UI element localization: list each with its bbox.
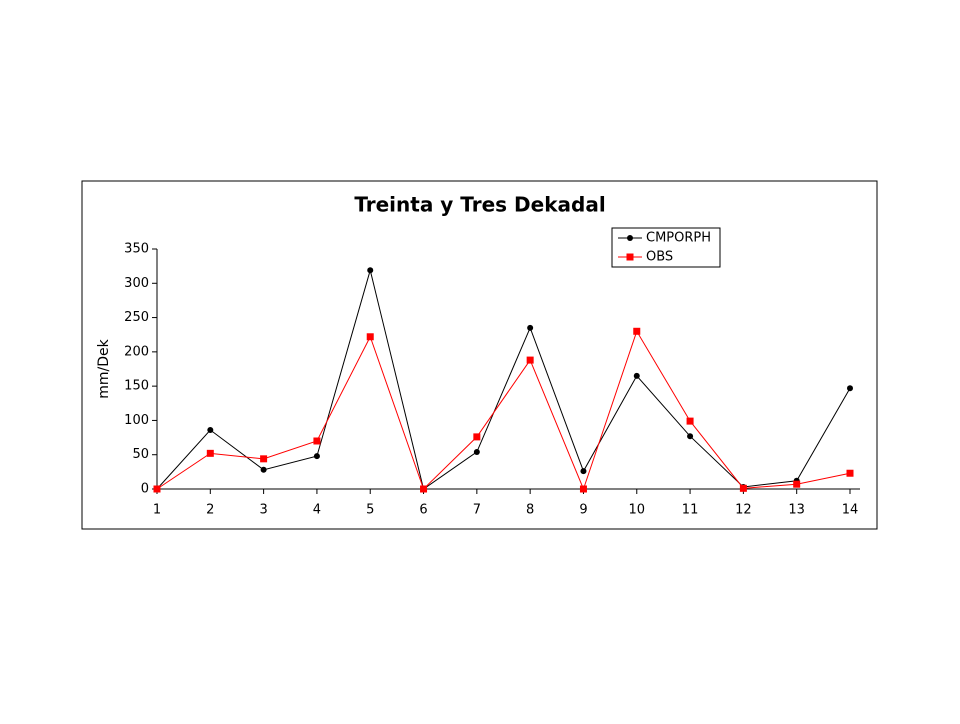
data-point	[367, 267, 374, 274]
data-point	[420, 485, 428, 493]
data-point	[260, 455, 268, 463]
series-line	[156, 330, 851, 491]
data-point	[313, 437, 321, 445]
data-point	[206, 449, 214, 457]
data-point	[313, 453, 320, 460]
data-point	[580, 468, 587, 475]
data-point	[739, 484, 747, 492]
x-tick-label: 14	[842, 503, 859, 518]
y-tick-label: 100	[124, 413, 149, 428]
data-point	[579, 485, 587, 493]
x-tick-label: 8	[526, 503, 534, 518]
y-tick-label: 300	[124, 276, 149, 291]
legend-label: OBS	[646, 250, 673, 265]
data-point	[687, 433, 694, 440]
data-point	[686, 417, 694, 425]
x-tick-label: 4	[313, 503, 321, 518]
x-tick-label: 10	[628, 503, 645, 518]
x-tick-label: 2	[206, 503, 214, 518]
data-point	[526, 356, 534, 364]
y-tick-label: 50	[132, 447, 149, 462]
legend-marker	[626, 253, 634, 261]
x-tick-label: 6	[419, 503, 427, 518]
data-point	[473, 433, 481, 441]
x-tick-label: 12	[735, 503, 752, 518]
data-point	[793, 480, 801, 488]
x-tick-label: 11	[682, 503, 699, 518]
data-point	[846, 469, 854, 477]
legend-label: CMPORPH	[646, 231, 711, 246]
chart-title: Treinta y Tres Dekadal	[354, 193, 605, 217]
data-point	[473, 448, 480, 455]
legend-marker	[627, 235, 633, 241]
data-point	[207, 427, 214, 434]
data-point	[633, 372, 640, 379]
data-point	[366, 333, 374, 341]
y-axis-label: mm/Dek	[96, 338, 112, 398]
x-tick-label: 13	[788, 503, 805, 518]
x-tick-label: 7	[473, 503, 481, 518]
x-tick-label: 1	[153, 503, 161, 518]
y-tick-label: 350	[124, 242, 149, 257]
y-tick-label: 200	[124, 344, 149, 359]
x-tick-label: 9	[579, 503, 587, 518]
data-point	[847, 385, 853, 392]
data-point	[260, 466, 267, 473]
x-tick-label: 5	[366, 503, 374, 518]
data-point	[153, 485, 161, 493]
y-tick-label: 150	[124, 379, 149, 394]
series-line	[156, 268, 851, 490]
y-tick-label: 250	[124, 310, 149, 325]
data-point	[527, 324, 534, 331]
y-tick-label: 0	[141, 482, 149, 497]
chart-frame	[81, 180, 878, 530]
data-point	[633, 327, 641, 335]
x-tick-label: 3	[259, 503, 267, 518]
